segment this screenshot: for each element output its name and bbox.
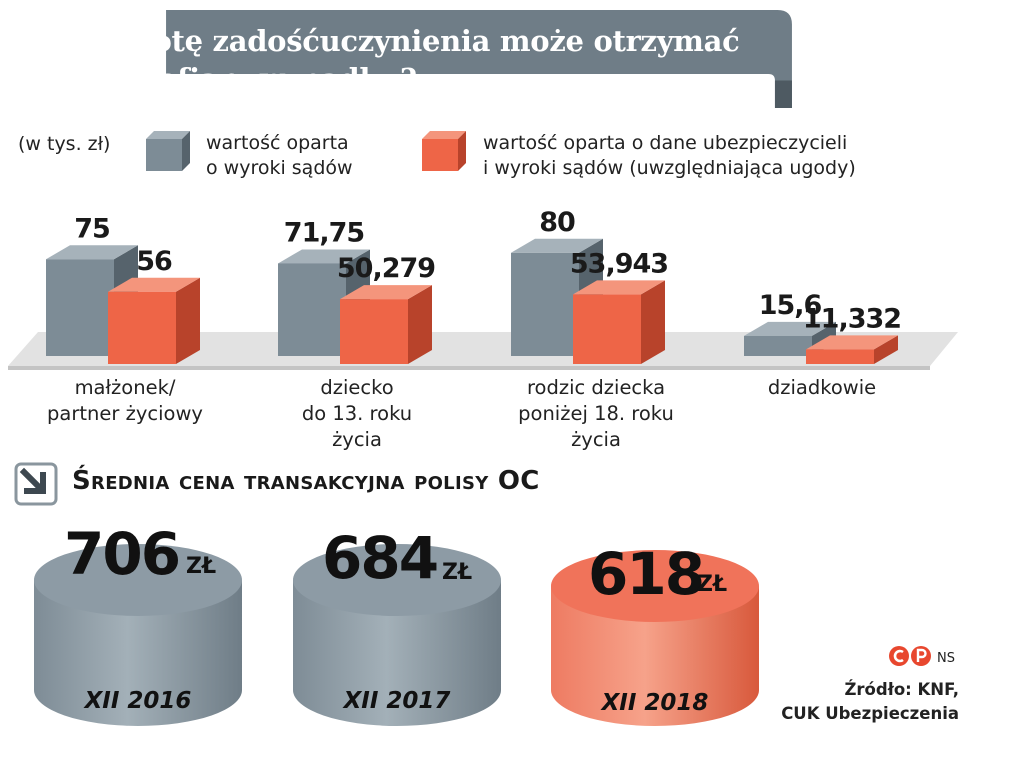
source-note: Źródło: KNF, CUK Ubezpieczenia [781,680,959,723]
bar-top [278,249,370,264]
bar-value-label: 53,943 [570,248,668,279]
cylinder-value-2018: 618 [588,540,705,608]
bar-side [641,280,665,364]
bar-top [108,277,200,292]
bar-side [408,285,432,364]
bar-value-label: 11,332 [803,303,901,334]
cp-logo-icon [889,646,931,666]
cylinder-year-2016: XII 2016 [84,688,192,714]
legend-label-series-2: wartość oparta o dane ubezpieczycieli i … [483,132,856,179]
bar [108,291,176,364]
bar-top [340,285,432,300]
unit-note: (w tys. zł) [18,133,111,155]
bar [340,299,408,364]
bar-value-label: 80 [539,207,575,238]
title-line-2: rodzina ofiary wypadku? [28,62,417,96]
bar-value-label: 71,75 [284,217,364,248]
bar [278,263,346,356]
chart-title: Jaką kwotę zadośćuczynienia może otrzyma… [28,22,740,98]
bar-side [176,277,200,364]
category-label-parent: rodzic dziecka poniżej 18. roku życia [518,376,674,451]
bar [511,252,579,356]
category-label-child: dziecko do 13. roku życia [301,376,413,451]
cylinder-2016 [34,544,242,726]
cylinder-year-2018: XII 2018 [601,690,709,716]
bar-value-label: 75 [74,213,110,244]
chart-floor [8,332,958,366]
bar-top [744,321,836,336]
section-title: Średnia cena transakcyjna polisy OC [72,466,540,496]
bar [46,259,114,356]
chart-floor-edge [8,366,930,370]
cylinder-2018 [551,550,759,726]
bar-value-label: 50,279 [337,253,435,284]
cylinder-year-2017: XII 2017 [343,688,451,714]
bar [573,294,641,364]
title-banner [166,10,792,108]
logo-text: NS [937,651,955,666]
legend-label-series-1: wartość oparta o wyroki sądów [206,132,353,179]
category-label-spouse: małżonek/ partner życiowy [47,376,203,425]
category-label-grandparents: dziadkowie [767,376,877,399]
arrow-icon [14,462,58,506]
bar-value-label: 15,6 [759,290,822,321]
bar-value-label: 56 [136,246,172,277]
bar-top [46,245,138,260]
cylinder-2017 [293,544,501,726]
bar [744,335,812,356]
bar [806,349,874,364]
bar-top [573,280,665,295]
bar-chart: 75 71,75 80 15,6 56 50,279 53,943 11,332 [8,207,958,370]
bar-top [511,238,603,253]
cylinder-value-2016: 706 [64,520,181,588]
cylinder-unit-2016: ZŁ [186,554,217,579]
cylinder-unit-2018: ZŁ [697,572,728,597]
legend-swatch-grey [146,131,190,171]
bar-side [874,335,898,364]
title-line-1: Jaką kwotę zadośćuczynienia może otrzyma… [28,24,740,58]
bar-top [806,335,898,350]
cylinder-value-2017: 684 [322,524,439,592]
legend-swatch-orange [422,131,466,171]
cylinder-unit-2017: ZŁ [442,560,473,585]
